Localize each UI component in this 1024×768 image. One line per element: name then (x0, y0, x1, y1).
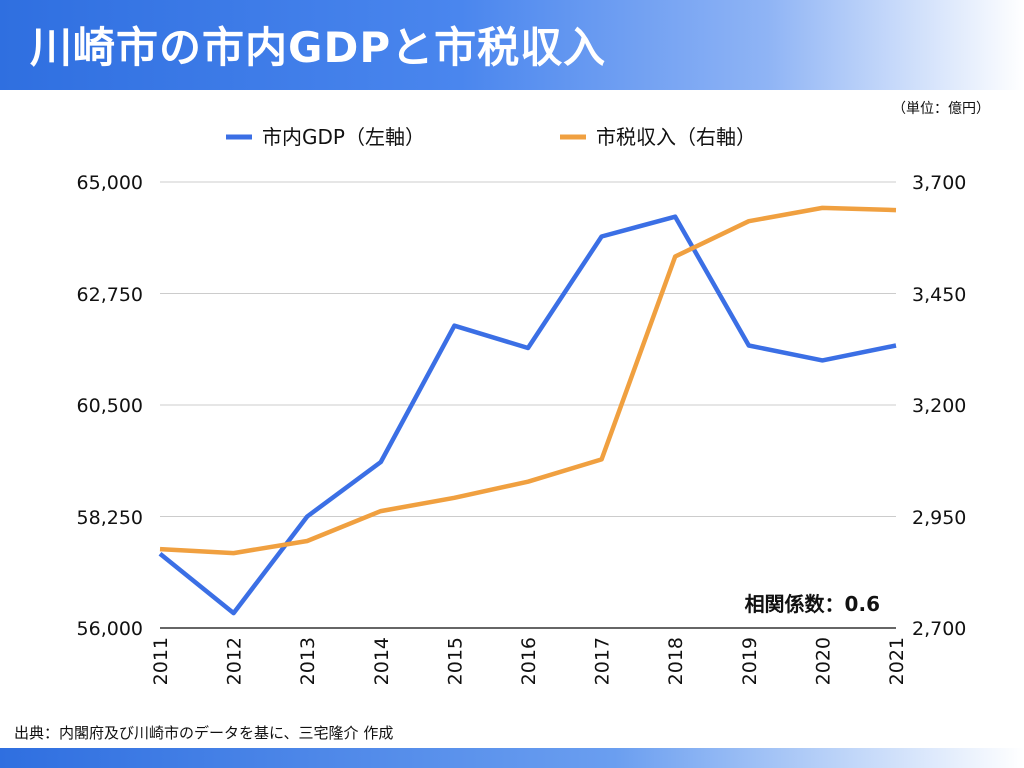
x-tick-label: 2013 (297, 637, 319, 685)
y-right-tick: 2,950 (912, 507, 966, 529)
legend-label-tax: 市税収入（右軸） (596, 125, 756, 149)
source-note: 出典：内閣府及び川崎市のデータを基に、三宅隆介 作成 (14, 724, 394, 742)
x-tick-label: 2021 (886, 637, 908, 685)
correlation-annotation: 相関係数：0.6 (745, 592, 880, 616)
y-right-tick: 2,700 (912, 618, 966, 640)
plot-lines (158, 205, 897, 616)
y-left-axis: 65,000 62,750 60,500 58,250 56,000 (77, 172, 143, 640)
y-left-tick: 65,000 (77, 172, 143, 194)
y-right-tick: 3,450 (912, 284, 966, 306)
x-tick-label: 2018 (665, 637, 687, 685)
x-tick-label: 2015 (444, 637, 466, 685)
y-left-tick: 56,000 (77, 618, 143, 640)
x-tick-label: 2014 (371, 637, 393, 685)
y-left-tick: 60,500 (77, 395, 143, 417)
x-axis: 2011 2012 2013 2014 2015 2016 2017 2018 2019 2020… (150, 637, 908, 685)
legend: 市内GDP（左軸） 市税収入（右軸） (226, 125, 756, 149)
legend-label-gdp: 市内GDP（左軸） (262, 125, 425, 149)
y-right-tick: 3,700 (912, 172, 966, 194)
x-tick-label: 2019 (739, 637, 761, 685)
footer-bar (0, 748, 1024, 768)
page-title: 川崎市の市内GDPと市税収入 (30, 23, 607, 72)
x-tick-label: 2016 (518, 637, 540, 685)
x-tick-label: 2020 (812, 637, 834, 685)
y-right-axis: 3,700 3,450 3,200 2,950 2,700 (912, 172, 966, 640)
gridlines (160, 181, 896, 629)
unit-note: （単位：億円） (892, 101, 990, 117)
y-left-tick: 62,750 (77, 284, 143, 306)
gdp-series-line (158, 214, 897, 616)
tax-series-line (159, 205, 897, 556)
x-tick-label: 2012 (224, 637, 246, 685)
x-tick-label: 2017 (592, 637, 614, 685)
y-left-tick: 58,250 (77, 507, 143, 529)
x-tick-label: 2011 (150, 637, 172, 685)
y-right-tick: 3,200 (912, 395, 966, 417)
title-banner: 川崎市の市内GDPと市税収入 (0, 0, 1024, 90)
